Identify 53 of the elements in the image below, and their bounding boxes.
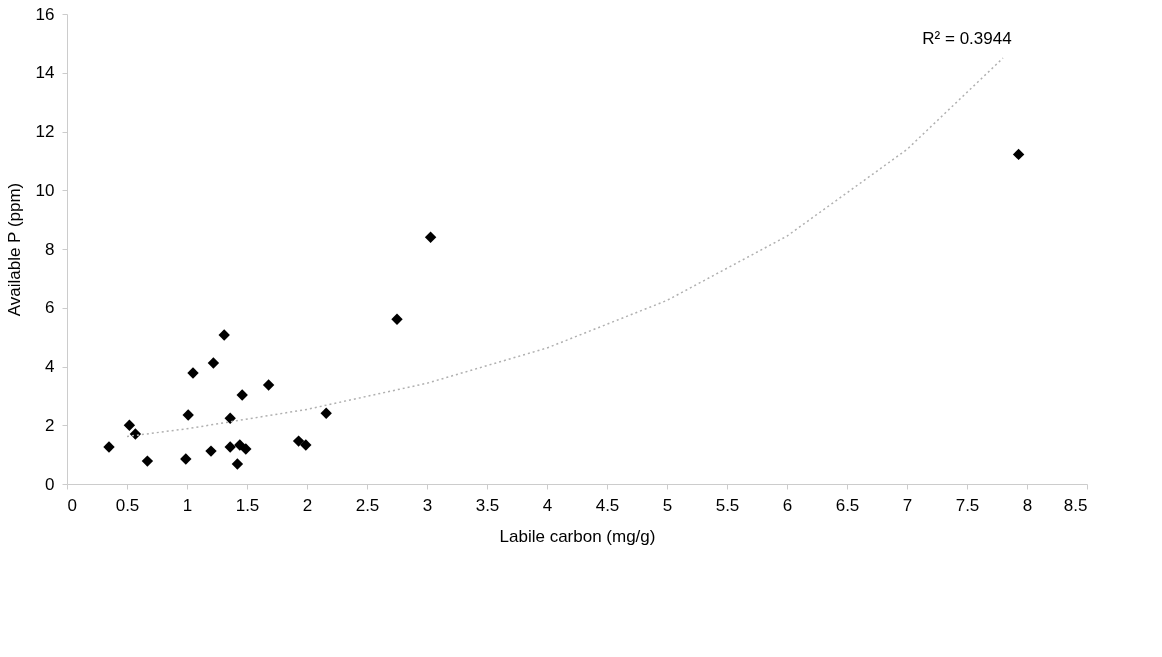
point: [224, 412, 236, 424]
point: [129, 428, 142, 440]
y-tick-label: 10: [35, 180, 55, 200]
x-tick-label: 1: [182, 495, 193, 515]
point: [320, 407, 332, 419]
point: [262, 379, 275, 391]
x-tick-label: 1.5: [235, 495, 260, 515]
x-tick-label: 5: [662, 495, 673, 515]
y-tick-label: 14: [35, 63, 55, 83]
x-tick-label: 3.5: [475, 495, 500, 515]
x-tick-label: 7: [902, 495, 913, 515]
point: [141, 455, 154, 467]
point: [236, 389, 248, 401]
point: [224, 441, 236, 453]
point: [424, 231, 437, 243]
x-tick-label: 8: [1022, 495, 1033, 515]
x-tick-label: 8.5: [1063, 495, 1088, 515]
y-tick-label: 4: [45, 357, 55, 376]
x-tick-label: 4: [542, 495, 553, 515]
point: [205, 445, 217, 457]
x-tick-label: 3: [422, 495, 433, 515]
point: [187, 367, 199, 379]
point: [123, 419, 136, 431]
x-tick-label: 4.5: [595, 495, 620, 515]
y-tick-label: 16: [35, 4, 55, 24]
y-tick-label: 12: [35, 122, 55, 141]
x-tick-label: 0.5: [115, 495, 140, 515]
point: [231, 458, 244, 470]
x-tick-label: 5.5: [715, 495, 740, 515]
point: [180, 453, 192, 465]
x-tick-label: 6.5: [835, 495, 860, 515]
point: [240, 443, 252, 455]
x-tick-label: 6: [782, 495, 793, 515]
y-tick-label: 2: [45, 415, 55, 435]
point: [182, 409, 194, 421]
x-tick-label: 0: [67, 495, 77, 515]
x-axis-title: Labile carbon (mg/g): [499, 526, 656, 546]
point: [218, 329, 230, 341]
line-series: [126, 57, 1004, 438]
point: [207, 357, 220, 369]
point: [103, 441, 115, 453]
point: [391, 313, 403, 325]
y-tick-label: 8: [45, 239, 55, 259]
annotation: R² = 0.3944: [922, 29, 1012, 48]
x-tick-label: 2: [302, 495, 313, 515]
point: [292, 435, 305, 447]
x-tick-label: 7.5: [955, 495, 980, 515]
y-axis-title: Available P (ppm): [4, 182, 24, 317]
y-tick-label: 0: [45, 474, 55, 494]
x-tick-label: 2.5: [355, 495, 380, 515]
point: [300, 439, 312, 451]
y-tick-label: 6: [45, 298, 55, 318]
point: [1012, 148, 1025, 161]
